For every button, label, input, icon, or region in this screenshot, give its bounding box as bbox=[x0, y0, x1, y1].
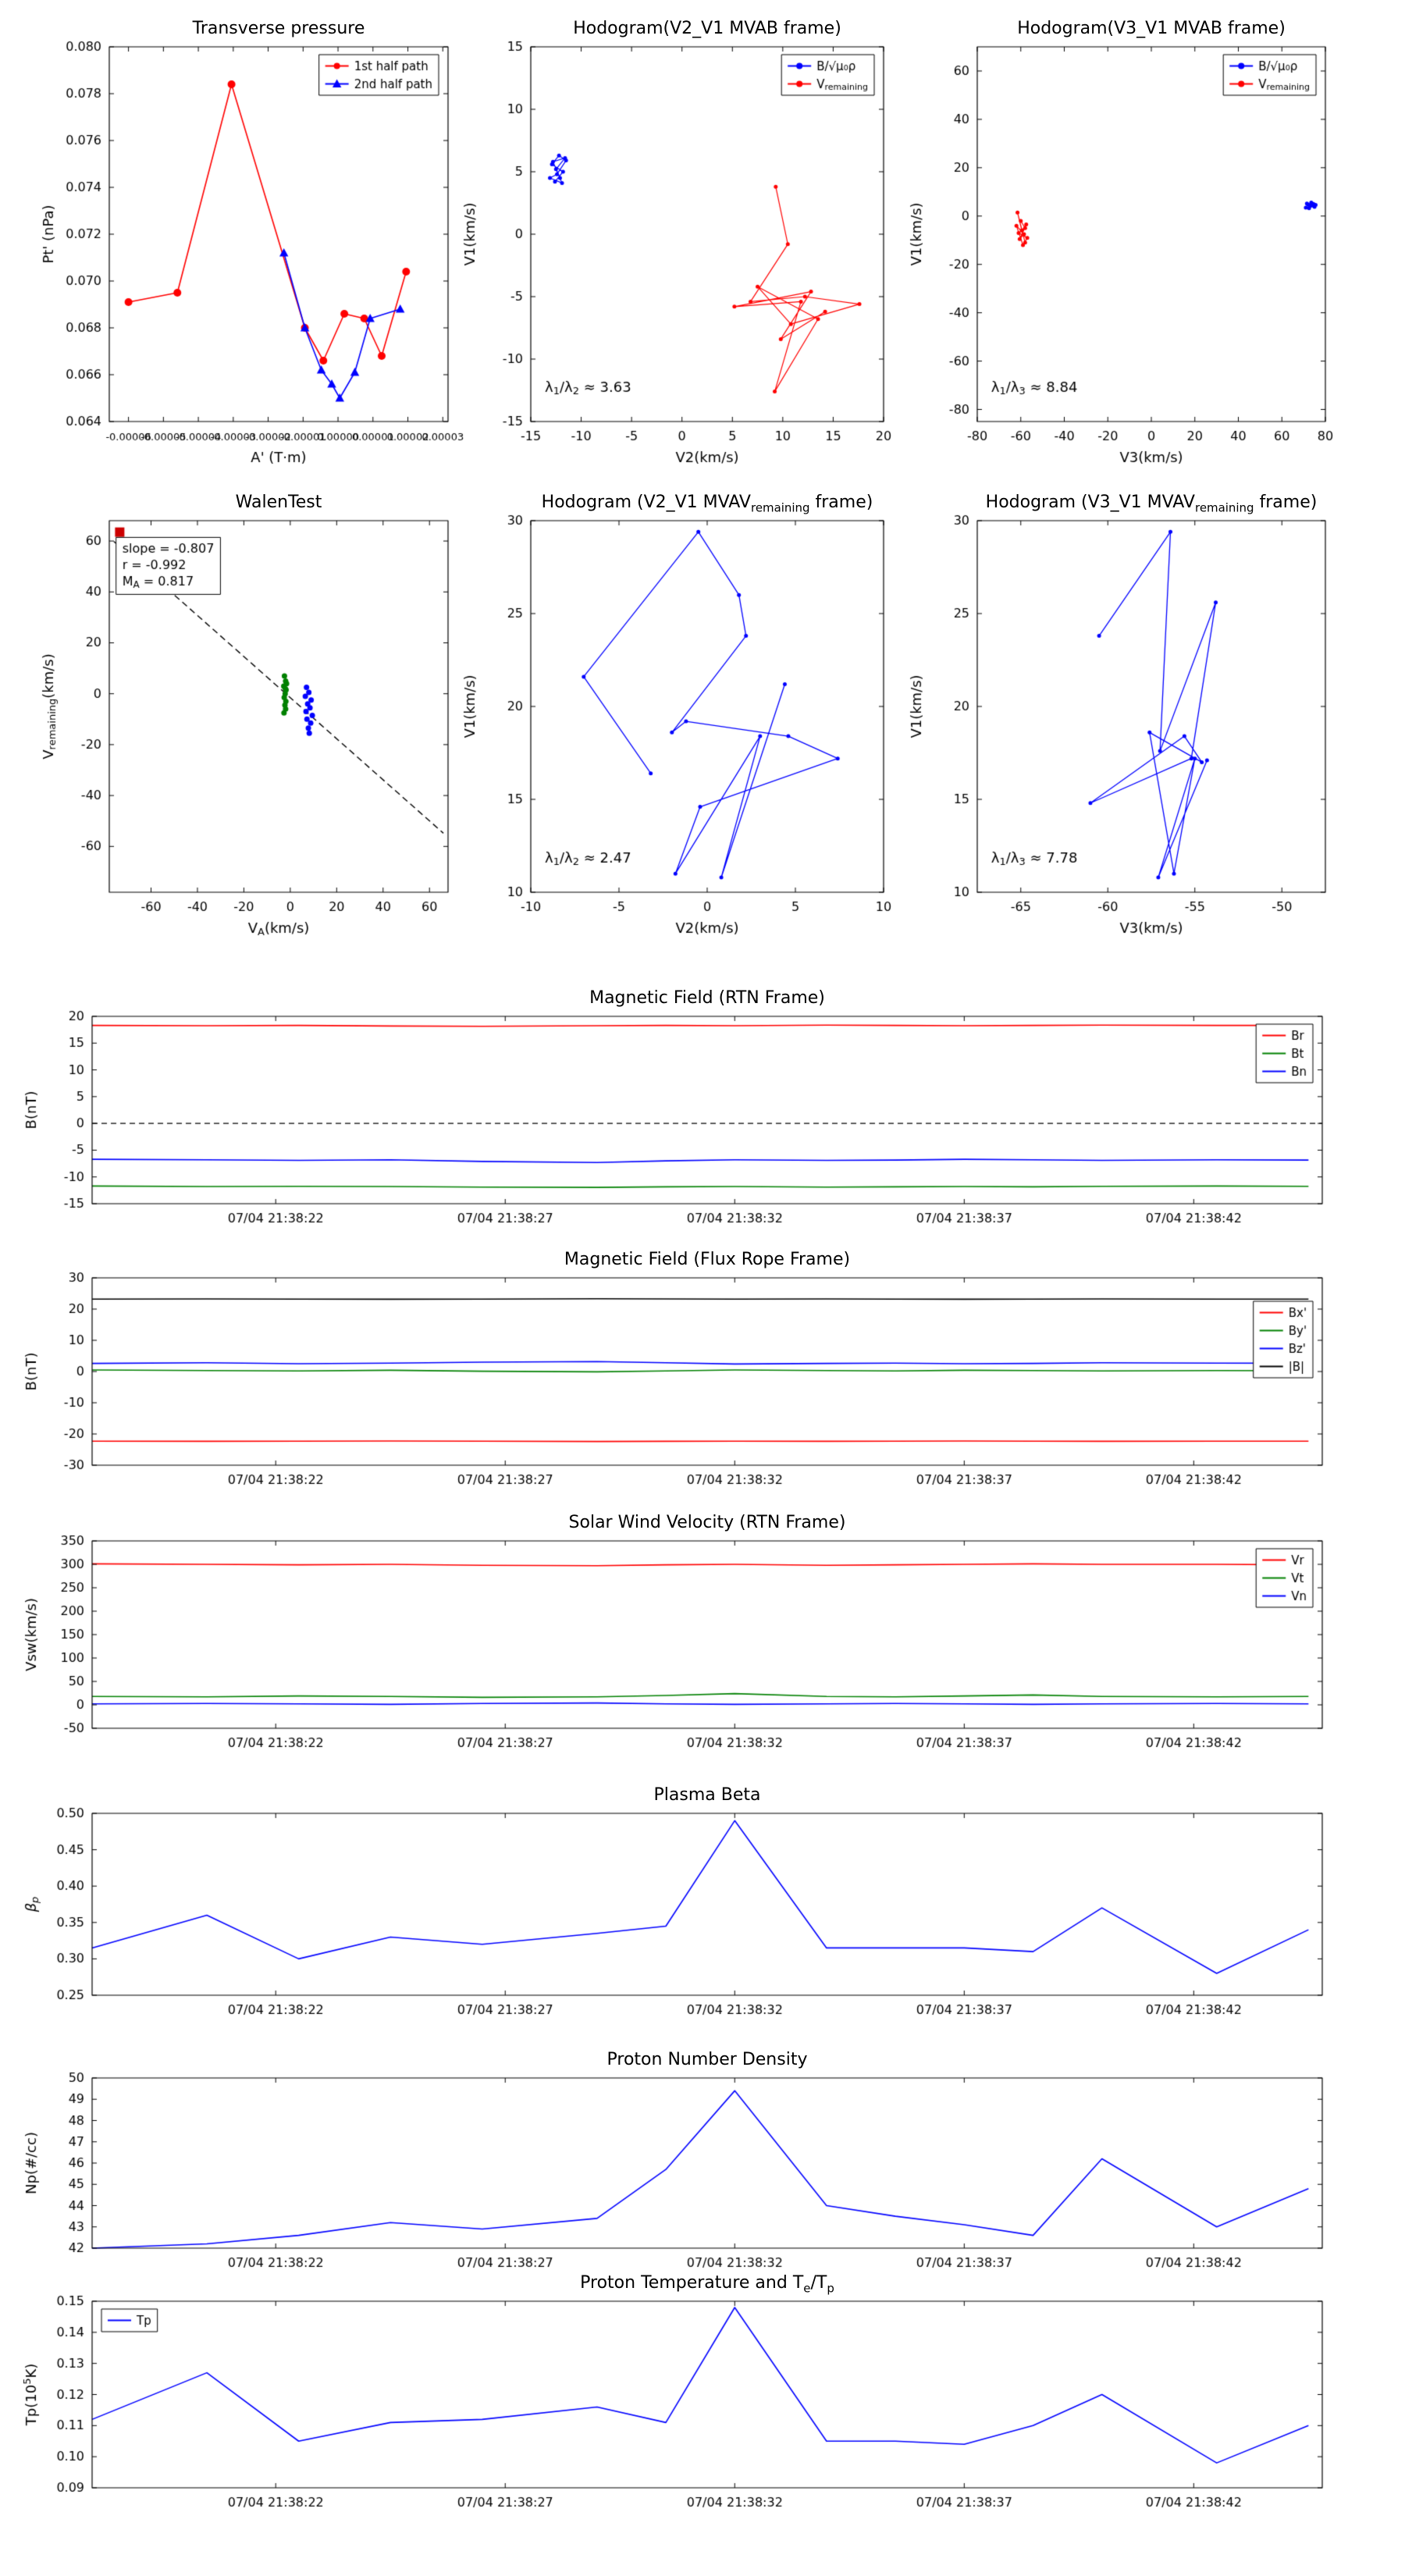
panel-hodogram-v3v1-mvab: Hodogram(V3_V1 MVAB frame) bbox=[891, 8, 1341, 472]
hodogram-v3v1-mvav-plot bbox=[891, 482, 1341, 943]
transverse-pressure-plot bbox=[23, 8, 464, 472]
panel-hodogram-v2v1-mvab: Hodogram(V2_V1 MVAB frame) bbox=[445, 8, 899, 472]
panel-proton-density: Proton Number Density bbox=[6, 2039, 1338, 2299]
magnetic-field-rtn-plot bbox=[6, 977, 1338, 1254]
panel-solar-wind-velocity: Solar Wind Velocity (RTN Frame) bbox=[6, 1502, 1338, 1779]
panel-hodogram-v3v1-mvav: Hodogram (V3_V1 MVAVremaining frame) bbox=[891, 482, 1341, 943]
panel-hodogram-v2v1-mvav: Hodogram (V2_V1 MVAVremaining frame) bbox=[445, 482, 899, 943]
hodogram-v3v1-mvab-plot bbox=[891, 8, 1341, 472]
hodogram-v2v1-mvav-plot bbox=[445, 482, 899, 943]
walen-test-plot bbox=[23, 482, 464, 943]
proton-temperature-plot bbox=[6, 2262, 1338, 2539]
proton-density-plot bbox=[6, 2039, 1338, 2299]
panel-proton-temperature: Proton Temperature and Te/Tp bbox=[6, 2262, 1338, 2539]
panel-walen-test: WalenTest bbox=[23, 482, 464, 943]
plasma-beta-plot bbox=[6, 1774, 1338, 2046]
panel-plasma-beta: Plasma Beta bbox=[6, 1774, 1338, 2046]
panel-magnetic-field-rtn: Magnetic Field (RTN Frame) bbox=[6, 977, 1338, 1254]
panel-transverse-pressure: Transverse pressure bbox=[23, 8, 464, 472]
magnetic-field-fluxrope-plot bbox=[6, 1239, 1338, 1516]
solar-wind-velocity-plot bbox=[6, 1502, 1338, 1779]
panel-magnetic-field-fluxrope: Magnetic Field (Flux Rope Frame) bbox=[6, 1239, 1338, 1516]
hodogram-v2v1-mvab-plot bbox=[445, 8, 899, 472]
